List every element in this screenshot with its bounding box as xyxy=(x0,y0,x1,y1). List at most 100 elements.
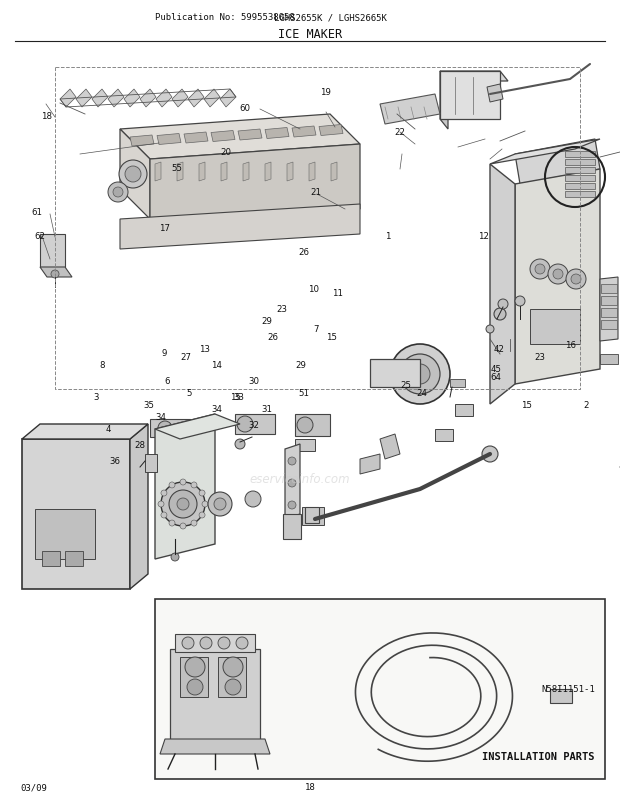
Bar xyxy=(600,354,618,365)
Text: 29: 29 xyxy=(261,316,272,326)
Circle shape xyxy=(171,553,179,561)
Text: 60: 60 xyxy=(239,103,250,113)
Text: 3: 3 xyxy=(94,392,99,402)
Circle shape xyxy=(169,482,175,488)
Bar xyxy=(530,310,580,345)
Text: 62: 62 xyxy=(35,232,46,241)
Polygon shape xyxy=(130,424,148,589)
Polygon shape xyxy=(490,164,515,404)
Text: ICE MAKER: ICE MAKER xyxy=(278,28,342,42)
Circle shape xyxy=(180,524,186,529)
Bar xyxy=(601,297,617,306)
Circle shape xyxy=(177,498,189,510)
Bar xyxy=(565,184,595,190)
Text: 18: 18 xyxy=(304,783,316,792)
Text: 26: 26 xyxy=(267,332,278,342)
Polygon shape xyxy=(155,415,240,439)
Bar xyxy=(155,599,605,779)
Circle shape xyxy=(571,274,581,285)
Circle shape xyxy=(161,490,167,496)
Bar xyxy=(235,415,275,435)
Bar xyxy=(65,551,83,566)
Polygon shape xyxy=(157,134,181,145)
Bar xyxy=(305,508,319,524)
Circle shape xyxy=(51,270,59,278)
Bar xyxy=(450,379,465,387)
Text: 7: 7 xyxy=(314,324,319,334)
Text: 25: 25 xyxy=(401,380,412,390)
Bar xyxy=(283,514,301,539)
Polygon shape xyxy=(243,163,249,182)
Circle shape xyxy=(191,482,197,488)
Text: 13: 13 xyxy=(199,344,210,354)
Circle shape xyxy=(237,416,253,432)
Bar xyxy=(295,415,330,436)
Polygon shape xyxy=(40,268,72,277)
Polygon shape xyxy=(150,145,360,225)
Circle shape xyxy=(191,520,197,526)
Text: 15: 15 xyxy=(326,332,337,342)
Circle shape xyxy=(158,501,164,508)
Polygon shape xyxy=(108,90,124,107)
Polygon shape xyxy=(188,90,204,107)
Circle shape xyxy=(288,480,296,488)
Text: 28: 28 xyxy=(134,440,145,450)
Bar xyxy=(150,419,190,437)
Circle shape xyxy=(208,492,232,516)
Text: 03/09: 03/09 xyxy=(20,783,47,792)
Bar xyxy=(550,689,572,703)
Bar xyxy=(145,455,157,472)
Text: 64: 64 xyxy=(490,372,502,382)
Bar xyxy=(601,285,617,294)
Circle shape xyxy=(225,679,241,695)
Circle shape xyxy=(199,512,205,518)
Polygon shape xyxy=(221,163,227,182)
Circle shape xyxy=(390,345,450,404)
Polygon shape xyxy=(360,455,380,475)
Bar xyxy=(42,551,60,566)
Text: eserviceinfo.com: eserviceinfo.com xyxy=(250,473,350,486)
Circle shape xyxy=(236,638,248,649)
Circle shape xyxy=(410,365,430,384)
Text: 1: 1 xyxy=(385,232,390,241)
Circle shape xyxy=(108,183,128,203)
Polygon shape xyxy=(156,90,172,107)
Polygon shape xyxy=(211,132,235,142)
Circle shape xyxy=(482,447,498,463)
Circle shape xyxy=(245,492,261,508)
Polygon shape xyxy=(440,72,508,82)
Text: 36: 36 xyxy=(109,456,120,466)
Text: 8: 8 xyxy=(100,360,105,370)
Polygon shape xyxy=(124,90,140,107)
Polygon shape xyxy=(309,163,315,182)
Circle shape xyxy=(169,490,197,518)
Circle shape xyxy=(288,457,296,465)
Bar xyxy=(435,429,453,441)
Circle shape xyxy=(535,265,545,274)
Text: 24: 24 xyxy=(416,388,427,398)
Polygon shape xyxy=(155,415,215,559)
Text: 42: 42 xyxy=(494,344,505,354)
Circle shape xyxy=(498,300,508,310)
Text: 55: 55 xyxy=(171,164,182,173)
Text: 33: 33 xyxy=(233,392,244,402)
Polygon shape xyxy=(440,72,448,130)
Polygon shape xyxy=(238,130,262,141)
Text: 14: 14 xyxy=(211,360,223,370)
Polygon shape xyxy=(440,72,500,119)
Text: 22: 22 xyxy=(394,128,405,137)
Bar xyxy=(295,439,315,452)
Text: 9: 9 xyxy=(162,348,167,358)
Text: 26: 26 xyxy=(298,248,309,257)
Circle shape xyxy=(180,480,186,485)
Polygon shape xyxy=(285,444,300,520)
Bar xyxy=(601,321,617,330)
Text: 30: 30 xyxy=(249,376,260,386)
Circle shape xyxy=(199,490,205,496)
Circle shape xyxy=(308,512,318,521)
Bar xyxy=(218,657,246,697)
Text: 2: 2 xyxy=(583,400,588,410)
Circle shape xyxy=(214,498,226,510)
Polygon shape xyxy=(155,163,161,182)
Polygon shape xyxy=(120,205,360,249)
